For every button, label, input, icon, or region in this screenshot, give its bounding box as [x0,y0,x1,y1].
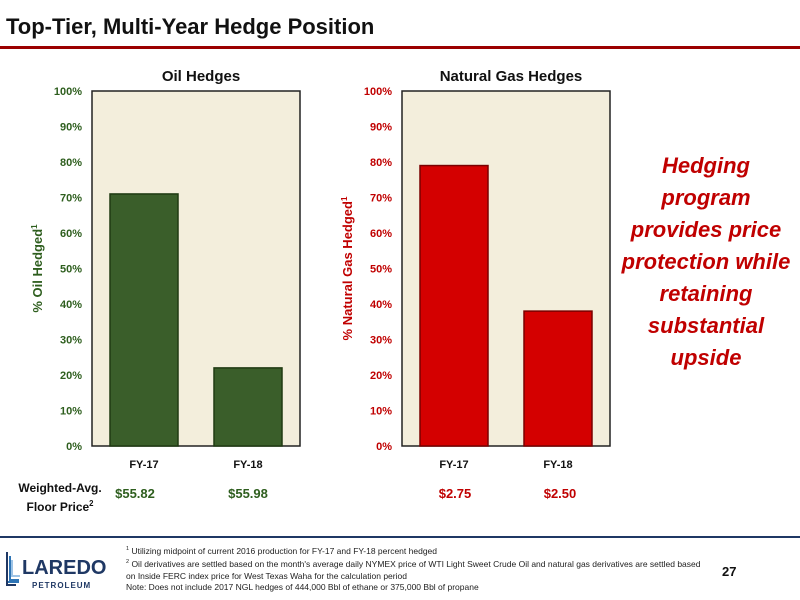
gas-ytick-label: 0% [376,441,392,453]
floor-price-gas-fy18: $2.50 [543,486,577,501]
page-number: 27 [722,564,737,579]
oil-bar-fy-18 [213,367,283,447]
oil-ytick-label: 20% [60,370,82,382]
oil-y-axis-label-sup: 1 [30,224,39,229]
oil-ytick-label: 40% [60,299,82,311]
floor-price-oil-fy18: $55.98 [228,486,268,501]
gas-ytick-label: 60% [370,228,392,240]
side-callout: Hedging program provides price protectio… [621,153,791,370]
logo-subtext: PETROLEUM [32,581,91,590]
floor-label-sup: 2 [89,499,94,508]
gas-ytick-label: 90% [370,122,392,134]
oil-ytick-label: 70% [60,193,82,205]
oil-ytick-label: 60% [60,228,82,240]
gas-ytick-label: 100% [364,86,392,98]
gas-xtick-label: FY-18 [543,459,572,471]
gas-ytick-label: 50% [370,264,392,276]
footnotes: 1 Utilizing midpoint of current 2016 pro… [126,544,706,594]
oil-bar-fy-17 [109,193,179,447]
oil-ytick-label: 30% [60,335,82,347]
gas-ytick-label: 80% [370,157,392,169]
footer-rule [0,536,800,538]
oil-ytick-label: 10% [60,406,82,418]
floor-price-label: Weighted-Avg. Floor Price2 [6,480,114,515]
gas-bar-fy-18 [523,310,593,447]
footnote-note: Note: Does not include 2017 NGL hedges o… [126,582,479,593]
floor-price-oil-fy17: $55.82 [115,486,155,501]
oil-xtick-label: FY-18 [233,459,262,471]
gas-bar-fy-17 [419,164,489,447]
oil-y-axis-label: % Oil Hedged1 [30,224,45,313]
floor-label-line1: Weighted-Avg. [18,481,102,495]
chart-title-oil: Oil Hedges [161,68,241,85]
oil-ytick-label: 80% [60,157,82,169]
footnote-1: 1 Utilizing midpoint of current 2016 pro… [126,545,437,556]
logo-wordmark: LAREDO [22,557,106,579]
gas-xtick-label: FY-17 [439,459,468,471]
gas-y-axis-label-sup: 1 [340,196,349,201]
gas-y-axis-label: % Natural Gas Hedged1 [340,196,355,340]
floor-label-line2: Floor Price [26,500,90,514]
oil-xtick-label: FY-17 [129,459,158,471]
page-title: Top-Tier, Multi-Year Hedge Position [6,14,375,39]
oil-ytick-label: 100% [54,86,82,98]
laredo-logo: LAREDO PETROLEUM [6,552,106,590]
oil-ytick-label: 0% [66,441,82,453]
oil-ytick-label: 90% [60,122,82,134]
gas-ytick-label: 70% [370,193,392,205]
oil-ytick-label: 50% [60,264,82,276]
footnote-2: 2 Oil derivatives are settled based on t… [126,559,701,581]
gas-ytick-label: 40% [370,299,392,311]
gas-ytick-label: 30% [370,335,392,347]
title-rule [0,46,800,49]
gas-ytick-label: 20% [370,370,392,382]
chart-title-gas: Natural Gas Hedges [439,68,583,85]
floor-price-gas-fy17: $2.75 [438,486,472,501]
gas-ytick-label: 10% [370,406,392,418]
